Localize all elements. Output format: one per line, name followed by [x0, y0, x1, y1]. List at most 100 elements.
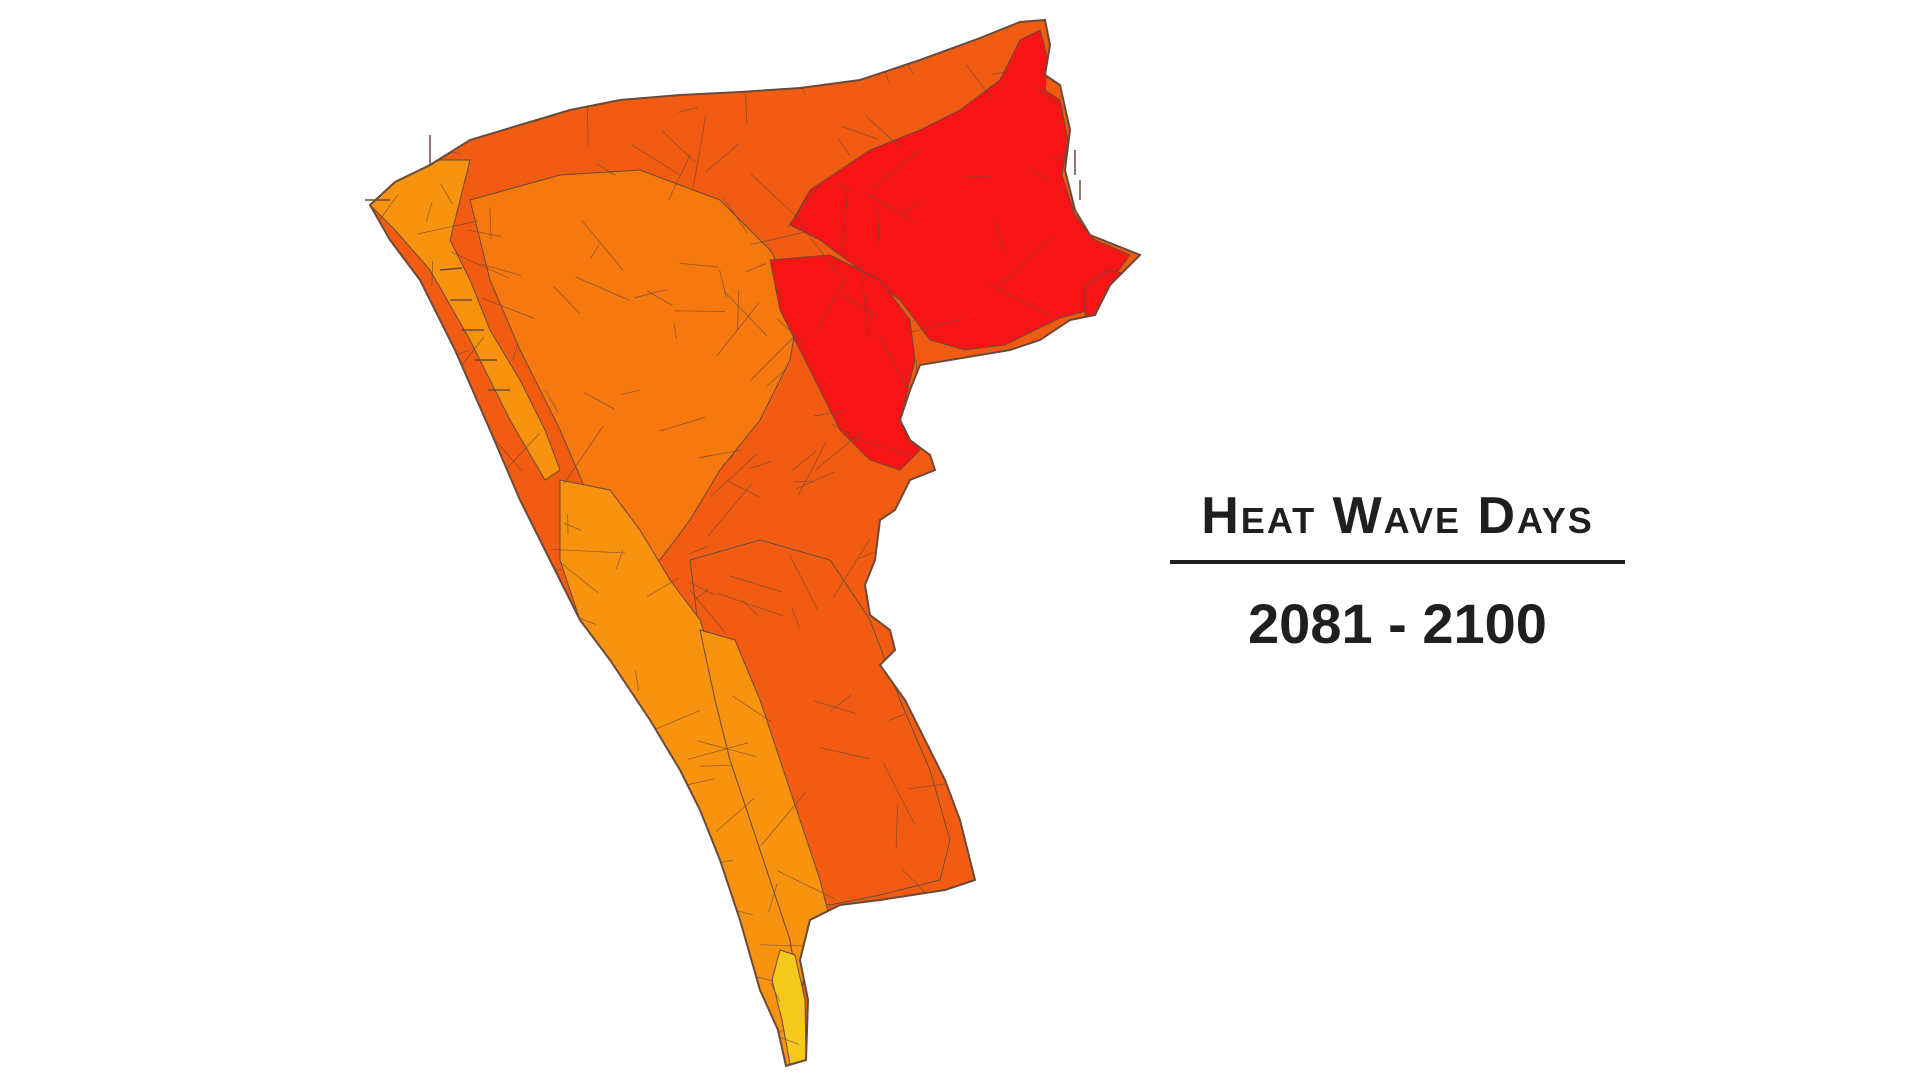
- tract-boundary-line: [945, 703, 949, 749]
- tract-boundary-line: [700, 764, 733, 767]
- tract-boundary-line: [847, 978, 857, 999]
- tract-boundary-line: [910, 679, 925, 708]
- tract-boundary-line: [575, 276, 631, 302]
- tract-boundary-line: [456, 493, 516, 507]
- tract-boundary-line: [600, 962, 660, 977]
- tract-boundary-line: [1082, 795, 1095, 814]
- tract-boundary-line: [1039, 900, 1067, 955]
- tract-boundary-line: [750, 173, 801, 221]
- tract-boundary-line: [1094, 838, 1140, 886]
- region-central-interior: [469, 169, 801, 561]
- tract-boundary-line: [727, 480, 762, 499]
- tract-boundary-line: [689, 546, 709, 555]
- tract-boundary-line: [1096, 933, 1122, 949]
- tract-boundary-line: [890, 911, 909, 945]
- tract-boundary-line: [864, 42, 876, 69]
- tract-boundary-line: [1091, 501, 1107, 510]
- tract-boundary-line: [737, 290, 740, 330]
- tract-boundary-line: [563, 522, 582, 531]
- tract-boundary-line: [513, 806, 581, 814]
- tract-boundary-line: [715, 798, 755, 832]
- tract-boundary-line: [867, 193, 916, 223]
- tract-boundary-line: [1091, 648, 1110, 680]
- tract-boundary-line: [440, 183, 453, 205]
- tract-boundary-line: [494, 637, 516, 643]
- tract-boundary-line: [840, 186, 849, 256]
- tract-boundary-line: [776, 318, 805, 344]
- tract-boundary-line: [480, 263, 522, 277]
- tract-boundary-line: [438, 42, 504, 45]
- tract-boundary-line: [370, 603, 403, 652]
- tract-boundary-line: [577, 996, 585, 1011]
- tract-boundary-line: [796, 471, 836, 490]
- tract-boundary-line: [424, 52, 480, 78]
- tract-boundary-line: [820, 747, 870, 760]
- tract-boundary-line: [832, 538, 871, 598]
- tract-boundary-line: [710, 453, 758, 497]
- tract-boundary-line: [688, 742, 749, 760]
- tract-boundary-line: [745, 92, 748, 124]
- period-label: 2081 - 2100: [1248, 592, 1547, 655]
- tract-boundary-line: [838, 139, 851, 157]
- tract-boundary-line: [547, 984, 560, 1020]
- tract-boundary-line: [717, 912, 723, 963]
- tract-boundary-line: [777, 870, 837, 901]
- tract-boundary-line: [884, 575, 902, 590]
- tract-boundary-line: [717, 592, 784, 617]
- tract-boundary-line: [447, 782, 494, 821]
- tract-boundary-line: [992, 1024, 1042, 1062]
- tract-boundary-line: [505, 1025, 538, 1054]
- tract-boundary-line: [397, 383, 423, 428]
- tract-boundary-line: [843, 909, 869, 925]
- tract-boundary-line: [550, 583, 559, 639]
- tract-boundary-line: [394, 349, 446, 361]
- tract-boundary-line: [861, 969, 882, 988]
- tract-boundary-line: [596, 163, 616, 176]
- tract-boundary-line: [986, 283, 1051, 317]
- tract-boundary-line: [580, 1000, 617, 1023]
- tract-boundary-line: [481, 621, 489, 669]
- tract-boundary-line: [594, 743, 636, 771]
- tract-boundary-line: [697, 960, 719, 975]
- tract-boundary-line: [538, 988, 559, 1012]
- tract-boundary-line: [495, 697, 517, 719]
- legend-title-block: Heat Wave Days 2081 - 2100: [1170, 490, 1625, 652]
- tract-boundary-line: [646, 577, 679, 598]
- tract-boundary-line: [1082, 41, 1102, 71]
- tract-boundary-line: [688, 581, 716, 596]
- tract-boundary-line: [815, 276, 847, 331]
- tract-boundary-line: [766, 370, 786, 387]
- tract-boundary-line: [838, 182, 852, 194]
- tract-boundary-line: [1099, 325, 1119, 337]
- tract-boundary-line: [1095, 467, 1115, 537]
- tract-boundary-line: [722, 454, 735, 466]
- map-title: Heat Wave Days: [1201, 487, 1594, 545]
- tract-boundary-line: [679, 262, 718, 268]
- tract-boundary-line: [1068, 657, 1097, 692]
- tract-boundary-line: [939, 732, 958, 754]
- tract-boundary-line: [995, 863, 1026, 888]
- tract-boundary-line: [634, 670, 640, 691]
- tract-boundary-line: [677, 106, 699, 113]
- tract-boundary-line: [608, 856, 612, 900]
- tract-boundary-line: [491, 976, 530, 1012]
- tract-boundary-line: [749, 461, 771, 469]
- tract-boundary-line: [864, 47, 879, 57]
- tract-boundary-line: [646, 290, 673, 306]
- tract-boundary-line: [417, 296, 423, 342]
- tract-boundary-line: [416, 884, 469, 923]
- tract-boundary-line: [638, 920, 681, 965]
- tract-boundary-line: [789, 555, 818, 610]
- tract-boundary-line: [1063, 443, 1081, 507]
- tract-boundary-line: [512, 343, 519, 361]
- tract-boundary-line: [815, 431, 863, 470]
- region-eastern-urban-core: [769, 254, 921, 471]
- tract-boundary-line: [841, 125, 879, 140]
- tract-boundary-line: [986, 783, 992, 830]
- tract-boundary-line: [1037, 384, 1060, 406]
- tract-boundary-line: [982, 653, 1030, 663]
- tract-boundary-line: [791, 450, 817, 472]
- tract-boundary-line: [1038, 504, 1074, 516]
- tract-boundary-line: [732, 695, 772, 722]
- tract-boundary-line: [992, 70, 1009, 75]
